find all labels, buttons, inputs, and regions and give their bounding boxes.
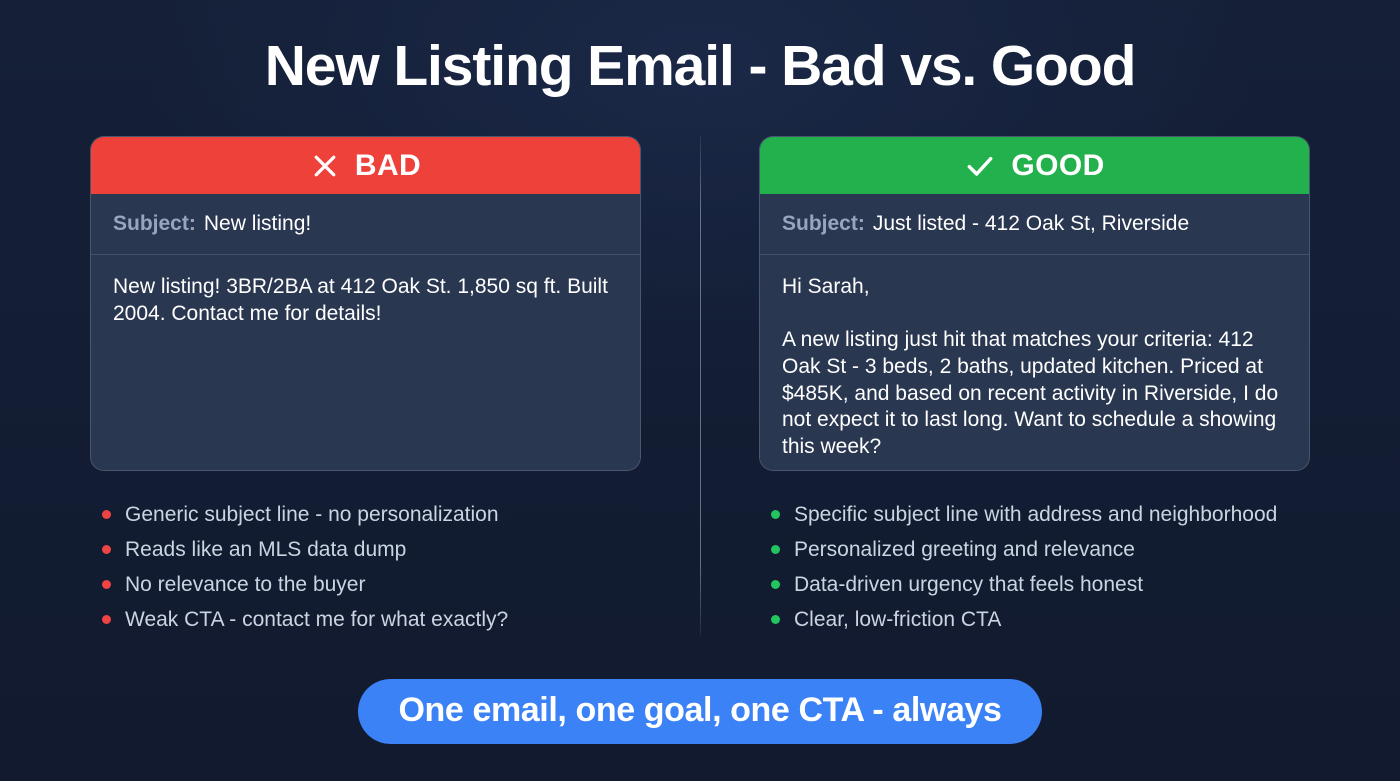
email-body-bad: New listing! 3BR/2BA at 412 Oak St. 1,85… — [91, 255, 640, 470]
list-item: Clear, low-friction CTA — [771, 606, 1310, 641]
bullet-dot-icon — [771, 510, 780, 519]
bullet-list-good: Specific subject line with address and n… — [759, 501, 1310, 641]
bullet-label: Clear, low-friction CTA — [794, 608, 1002, 631]
bullet-label: No relevance to the buyer — [125, 573, 366, 596]
list-item: Generic subject line - no personalizatio… — [102, 501, 641, 536]
column-good: GOOD Subject: Just listed - 412 Oak St, … — [759, 136, 1310, 641]
list-item: Data-driven urgency that feels honest — [771, 571, 1310, 606]
bullet-dot-icon — [771, 615, 780, 624]
email-card-bad: BAD Subject: New listing! New listing! 3… — [90, 136, 641, 471]
list-item: Reads like an MLS data dump — [102, 536, 641, 571]
check-mark-icon — [964, 150, 996, 182]
list-item: Specific subject line with address and n… — [771, 501, 1310, 536]
bullet-dot-icon — [771, 545, 780, 554]
footer-cta-container: One email, one goal, one CTA - always — [0, 679, 1400, 744]
column-divider — [700, 136, 701, 635]
bullet-dot-icon — [102, 615, 111, 624]
page-title: New Listing Email - Bad vs. Good — [264, 34, 1137, 98]
bullet-label: Data-driven urgency that feels honest — [794, 573, 1144, 596]
list-item: Personalized greeting and relevance — [771, 536, 1310, 571]
bullet-list-bad: Generic subject line - no personalizatio… — [90, 501, 641, 641]
footer-cta-banner: One email, one goal, one CTA - always — [358, 679, 1042, 744]
email-card-good: GOOD Subject: Just listed - 412 Oak St, … — [759, 136, 1310, 471]
subject-value-good: Just listed - 412 Oak St, Riverside — [872, 212, 1190, 235]
list-item: No relevance to the buyer — [102, 571, 641, 606]
bullet-dot-icon — [102, 545, 111, 554]
subject-row-bad: Subject: New listing! — [91, 194, 640, 255]
subject-label-good: Subject: — [782, 212, 865, 235]
bullet-label: Specific subject line with address and n… — [794, 503, 1278, 526]
bullet-label: Personalized greeting and relevance — [794, 538, 1135, 561]
bullet-dot-icon — [102, 510, 111, 519]
card-header-label-good: GOOD — [1011, 148, 1105, 182]
card-header-bad: BAD — [91, 137, 640, 194]
bullet-label: Reads like an MLS data dump — [125, 538, 407, 561]
email-body-good: Hi Sarah, A new listing just hit that ma… — [760, 255, 1309, 470]
card-header-label-bad: BAD — [354, 148, 422, 182]
bullet-label: Generic subject line - no personalizatio… — [125, 503, 499, 526]
card-header-good: GOOD — [760, 137, 1309, 194]
bullet-label: Weak CTA - contact me for what exactly? — [125, 608, 509, 631]
subject-row-good: Subject: Just listed - 412 Oak St, River… — [760, 194, 1309, 255]
bullet-dot-icon — [102, 580, 111, 589]
subject-label-bad: Subject: — [113, 212, 196, 235]
bullet-dot-icon — [771, 580, 780, 589]
list-item: Weak CTA - contact me for what exactly? — [102, 606, 641, 641]
x-mark-icon — [310, 151, 340, 181]
comparison-container: BAD Subject: New listing! New listing! 3… — [0, 136, 1400, 641]
subject-value-bad: New listing! — [203, 212, 312, 235]
column-bad: BAD Subject: New listing! New listing! 3… — [90, 136, 641, 641]
